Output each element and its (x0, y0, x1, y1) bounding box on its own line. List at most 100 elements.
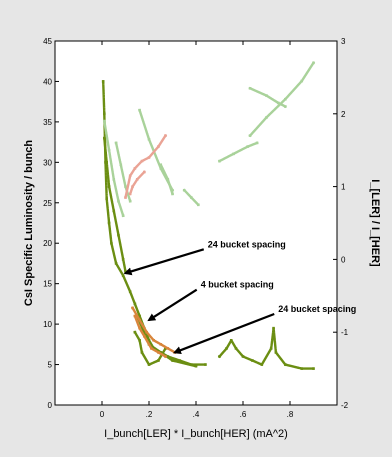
data-point (197, 203, 200, 207)
annotation-arrow (172, 312, 275, 354)
data-point (131, 185, 134, 188)
y-tick-label: 45 (43, 37, 52, 46)
data-point (133, 330, 137, 334)
series-line (217, 141, 259, 163)
data-point (218, 355, 221, 358)
data-point (234, 347, 238, 350)
data-point (164, 355, 167, 358)
data-point (269, 347, 273, 350)
data-point (265, 94, 268, 97)
data-point (140, 159, 144, 163)
data-point (138, 108, 141, 112)
data-point (128, 192, 132, 196)
data-point (157, 351, 160, 354)
data-point (121, 274, 125, 277)
data-point (248, 134, 252, 137)
series-line (128, 170, 146, 196)
data-point (171, 192, 174, 196)
annotation-label: 24 bucket spacing (208, 239, 286, 249)
data-point (265, 116, 268, 119)
data-point (159, 163, 163, 167)
data-point (103, 136, 106, 140)
y-tick-label: 25 (43, 199, 52, 208)
data-point (138, 338, 141, 342)
data-point (248, 87, 252, 90)
data-point (121, 258, 125, 261)
y-tick-label: 10 (43, 320, 52, 329)
y2-axis-label: I_[LER] / I_[HER] (369, 179, 381, 267)
annotation-arrow (147, 288, 198, 322)
data-point (284, 97, 287, 101)
data-point (145, 330, 148, 334)
annotation-label: 4 bucket spacing (201, 280, 274, 290)
data-point (251, 359, 254, 362)
series-3 (124, 133, 168, 199)
data-point (117, 233, 120, 237)
data-point (105, 197, 108, 201)
y-tick-label: 35 (43, 118, 52, 127)
data-point (157, 145, 160, 148)
series-line (248, 86, 287, 109)
y-tick-label: 30 (43, 158, 52, 167)
y-tick-label: 40 (43, 77, 52, 86)
x-tick-label: 0 (100, 410, 105, 419)
data-point (131, 306, 134, 310)
data-point (105, 161, 108, 164)
data-point (140, 351, 144, 354)
data-point (232, 152, 235, 156)
data-point (166, 347, 170, 350)
annotation-arrow (123, 248, 205, 276)
data-point (194, 364, 198, 368)
series-layer (101, 61, 316, 370)
data-point (138, 326, 141, 330)
axes-layer: 0 .2 .4 .6 .8 0 5 10 15 20 25 30 35 40 45 -2 -1 0 1 2 3 (43, 37, 349, 419)
data-point (190, 196, 193, 199)
data-point (159, 167, 163, 170)
y2-tick-label: -2 (341, 401, 349, 410)
x-tick-label: .4 (193, 410, 200, 419)
data-point (112, 178, 116, 181)
series-line (133, 330, 168, 367)
data-point (274, 351, 278, 354)
data-point (300, 367, 304, 370)
data-point (103, 112, 106, 116)
data-point (218, 159, 221, 163)
data-point (110, 241, 113, 245)
data-point (133, 302, 137, 306)
data-point (114, 141, 118, 145)
data-point (128, 290, 132, 294)
data-point (138, 314, 141, 318)
data-point (260, 363, 264, 366)
data-point (128, 199, 132, 203)
data-point (152, 338, 155, 342)
annotation-label: 24 bucket spacing (278, 304, 356, 314)
data-point (166, 178, 170, 181)
data-point (150, 347, 153, 350)
data-point (114, 262, 118, 265)
x-axis-label: I_bunch[LER] * I_bunch[HER] (mA^2) (104, 428, 288, 440)
data-point (107, 185, 111, 188)
annotation-layer: 24 bucket spacing 4 bucket spacing 24 buck… (123, 239, 356, 354)
data-point (171, 359, 174, 362)
data-point (107, 148, 111, 152)
data-point (135, 178, 139, 181)
data-point (128, 174, 132, 177)
data-point (138, 318, 141, 322)
y-axis-label: CsI Specific Luminosity / bunch (23, 140, 35, 307)
y-tick-label: 5 (48, 361, 53, 370)
y2-tick-label: 1 (341, 183, 346, 192)
x-tick-label: .6 (240, 410, 247, 419)
data-point (229, 338, 233, 342)
data-point (157, 359, 160, 362)
data-point (143, 334, 146, 338)
y2-tick-label: -1 (341, 328, 349, 337)
series-line (114, 141, 132, 203)
data-point (225, 347, 228, 350)
series-2 (102, 61, 316, 218)
data-point (241, 355, 245, 358)
data-point (121, 214, 125, 218)
data-point (147, 156, 151, 159)
data-point (117, 199, 120, 203)
data-point (124, 185, 127, 188)
